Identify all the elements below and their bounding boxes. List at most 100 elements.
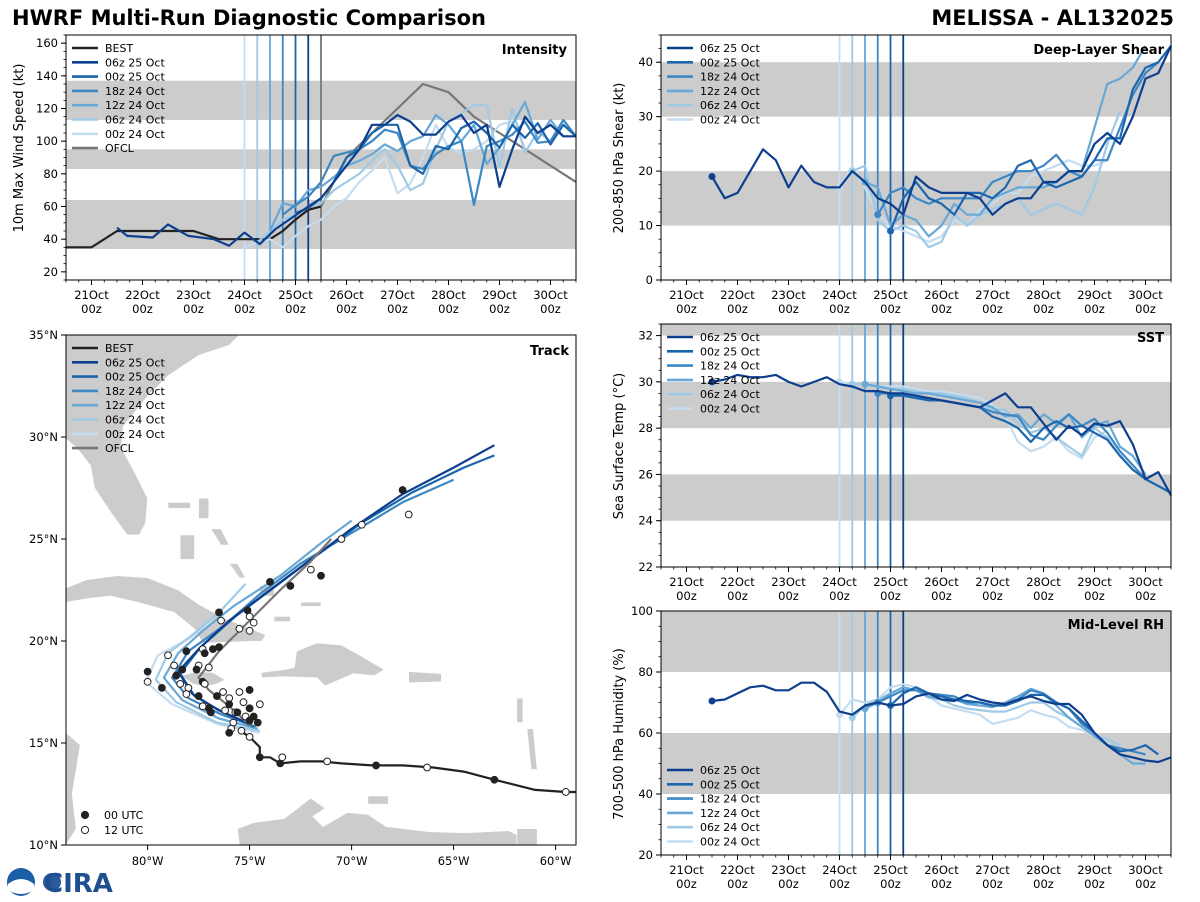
rh-band-1 bbox=[661, 611, 1171, 672]
intensity-xtick-sublabel: 00z bbox=[81, 302, 102, 316]
track-run-marker bbox=[237, 726, 246, 735]
track-xtick-label: 75°W bbox=[234, 854, 266, 868]
rh-xtick-label: 26Oct bbox=[924, 863, 959, 877]
sst-xtick-label: 23Oct bbox=[771, 575, 806, 589]
rh-frame bbox=[660, 610, 1172, 856]
shear-legend-label: 06z 25 Oct bbox=[700, 42, 760, 55]
rh-legend-label: 00z 24 Oct bbox=[700, 836, 760, 849]
track-ytick-label: 25°N bbox=[29, 532, 58, 546]
track-run-marker bbox=[217, 616, 225, 625]
intensity-xtick-label: 22Oct bbox=[125, 288, 160, 302]
track-best-marker bbox=[278, 753, 287, 762]
shear-xtick-label: 28Oct bbox=[1026, 288, 1061, 302]
bahamas-andros bbox=[179, 534, 195, 560]
intensity-xtick-label: 25Oct bbox=[278, 288, 313, 302]
shear-xtick-sublabel: 00z bbox=[1033, 302, 1054, 316]
sst-xtick-label: 22Oct bbox=[720, 575, 755, 589]
track-run-marker bbox=[255, 700, 264, 709]
track-ytick-label: 20°N bbox=[29, 634, 58, 648]
intensity-ytick-label: 20 bbox=[43, 265, 58, 279]
shear-legend-label: 00z 25 Oct bbox=[700, 56, 760, 69]
sst-ytick-label: 30 bbox=[638, 375, 653, 389]
intensity-ytick-label: 40 bbox=[43, 232, 58, 246]
track-run-marker bbox=[200, 679, 209, 688]
shear-series-line bbox=[711, 45, 1172, 216]
intensity-ytick-label: 100 bbox=[36, 134, 58, 148]
sst-legend-label: 12z 24 Oct bbox=[700, 374, 760, 387]
track-legend-label: 00z 25 Oct bbox=[105, 371, 165, 384]
turks-caicos bbox=[300, 601, 322, 607]
intensity-xtick-label: 24Oct bbox=[227, 288, 262, 302]
rh-xtick-label: 28Oct bbox=[1026, 863, 1061, 877]
intensity-ytick-label: 80 bbox=[43, 167, 58, 181]
track-run-marker bbox=[253, 718, 262, 727]
intensity-best-line bbox=[66, 205, 322, 249]
track-legend-label: BEST bbox=[105, 342, 133, 355]
track-run-marker bbox=[398, 486, 407, 494]
track-legend-label: OFCL bbox=[105, 442, 135, 455]
shear-xtick-label: 26Oct bbox=[924, 288, 959, 302]
sst-ylabel: Sea Surface Temp (°C) bbox=[612, 373, 627, 520]
shear-xtick-sublabel: 00z bbox=[727, 302, 748, 316]
sst-xtick-sublabel: 00z bbox=[982, 589, 1003, 603]
shear-xtick-sublabel: 00z bbox=[880, 302, 901, 316]
track-title: Track bbox=[530, 344, 569, 359]
track-run-marker bbox=[164, 651, 172, 660]
shear-series-line bbox=[864, 45, 1147, 238]
rh-series-start-point bbox=[708, 697, 716, 705]
sst-xtick-sublabel: 00z bbox=[880, 589, 901, 603]
hispaniola-landmass bbox=[260, 642, 385, 687]
rh-ytick-label: 80 bbox=[638, 665, 653, 679]
rh-series-line bbox=[711, 681, 1172, 764]
storm-title: MELISSA - AL132025 bbox=[931, 6, 1174, 30]
track-ofcl-line bbox=[197, 538, 333, 728]
track-run-marker bbox=[233, 708, 242, 717]
intensity-legend-label: OFCL bbox=[105, 142, 135, 155]
shear-ytick-label: 10 bbox=[638, 219, 653, 233]
rh-xtick-sublabel: 00z bbox=[1135, 877, 1156, 891]
intensity-series-line bbox=[269, 100, 565, 232]
track-run-marker bbox=[178, 665, 187, 674]
track-run-marker bbox=[245, 732, 254, 741]
shear-xtick-sublabel: 00z bbox=[778, 302, 799, 316]
intensity-xtick-label: 28Oct bbox=[431, 288, 466, 302]
intensity-title: Intensity bbox=[502, 43, 568, 58]
shear-xtick-label: 24Oct bbox=[822, 288, 857, 302]
track-run-marker bbox=[221, 706, 230, 715]
sst-series-start-point bbox=[708, 378, 716, 386]
rh-legend-label: 06z 24 Oct bbox=[700, 821, 760, 834]
sst-panel: 21Oct00z22Oct00z23Oct00z24Oct00z25Oct00z… bbox=[612, 323, 1172, 603]
rh-ytick-label: 20 bbox=[638, 848, 653, 862]
track-xtick-label: 65°W bbox=[438, 854, 470, 868]
sst-xtick-sublabel: 00z bbox=[1135, 589, 1156, 603]
bahamas-eleuthera bbox=[210, 528, 230, 546]
rh-ytick-label: 60 bbox=[638, 726, 653, 740]
sst-series-line bbox=[852, 383, 1134, 471]
track-run-marker bbox=[213, 692, 221, 700]
sst-legend-label: 06z 25 Oct bbox=[700, 331, 760, 344]
intensity-ytick-label: 140 bbox=[36, 69, 58, 83]
shear-panel: 21Oct00z22Oct00z23Oct00z24Oct00z25Oct00z… bbox=[612, 34, 1172, 316]
rh-series-line bbox=[838, 683, 1108, 741]
rh-legend-label: 12z 24 Oct bbox=[700, 807, 760, 820]
intensity-xtick-sublabel: 00z bbox=[336, 302, 357, 316]
rh-legend-label: 06z 25 Oct bbox=[700, 764, 760, 777]
rh-xtick-label: 25Oct bbox=[873, 863, 908, 877]
shear-legend-label: 00z 24 Oct bbox=[700, 114, 760, 127]
track-run-marker bbox=[170, 661, 179, 670]
rh-legend-label: 00z 25 Oct bbox=[700, 778, 760, 791]
sst-xtick-sublabel: 00z bbox=[778, 589, 799, 603]
sst-xtick-sublabel: 00z bbox=[676, 589, 697, 603]
rh-xtick-sublabel: 00z bbox=[727, 877, 748, 891]
sst-xtick-sublabel: 00z bbox=[931, 589, 952, 603]
shear-ytick-label: 40 bbox=[638, 55, 653, 69]
track-xtick-label: 80°W bbox=[132, 854, 164, 868]
track-run-marker bbox=[143, 667, 152, 676]
track-xtick-label: 70°W bbox=[336, 854, 368, 868]
track-run-marker bbox=[225, 728, 234, 737]
sst-series-line bbox=[877, 392, 1147, 480]
intensity-xtick-label: 27Oct bbox=[380, 288, 415, 302]
track-run-marker bbox=[182, 647, 191, 656]
shear-frame bbox=[660, 34, 1172, 281]
